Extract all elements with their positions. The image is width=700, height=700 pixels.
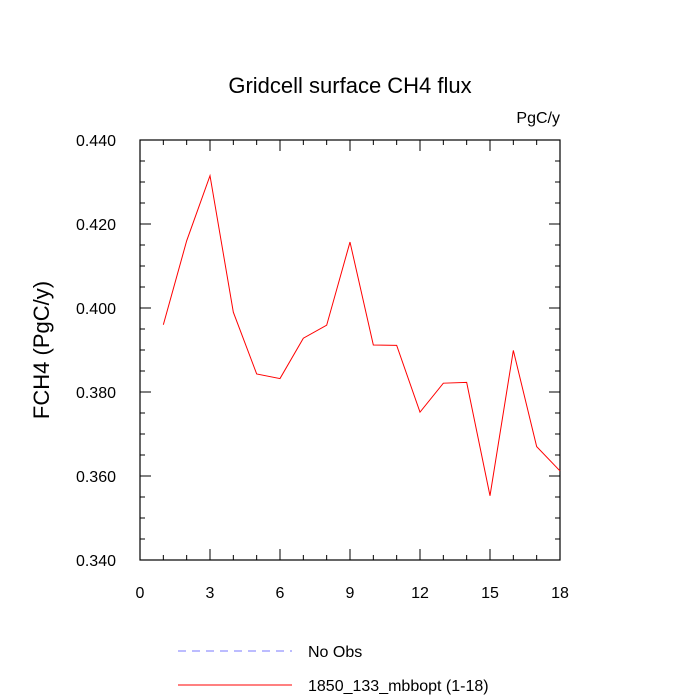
- y-tick-label: 0.340: [76, 553, 116, 570]
- x-tick-label: 3: [206, 585, 215, 602]
- x-tick-label: 18: [551, 585, 569, 602]
- units-label: PgC/y: [516, 110, 560, 127]
- chart-title: Gridcell surface CH4 flux: [228, 73, 471, 98]
- x-tick-label: 9: [346, 585, 355, 602]
- y-tick-label: 0.420: [76, 217, 116, 234]
- y-tick-label: 0.440: [76, 133, 116, 150]
- legend-label-1: No Obs: [308, 644, 362, 661]
- x-tick-label: 15: [481, 585, 499, 602]
- x-tick-label: 0: [136, 585, 145, 602]
- y-tick-label: 0.380: [76, 385, 116, 402]
- y-axis-label: FCH4 (PgC/y): [29, 281, 54, 419]
- series-line: [162, 173, 561, 496]
- x-tick-label: 6: [276, 585, 285, 602]
- x-tick-label: 12: [411, 585, 429, 602]
- legend-label-2: 1850_133_mbbopt (1-18): [308, 678, 489, 695]
- y-tick-label: 0.360: [76, 469, 116, 486]
- y-tick-label: 0.400: [76, 301, 116, 318]
- plot-frame: [139, 139, 561, 561]
